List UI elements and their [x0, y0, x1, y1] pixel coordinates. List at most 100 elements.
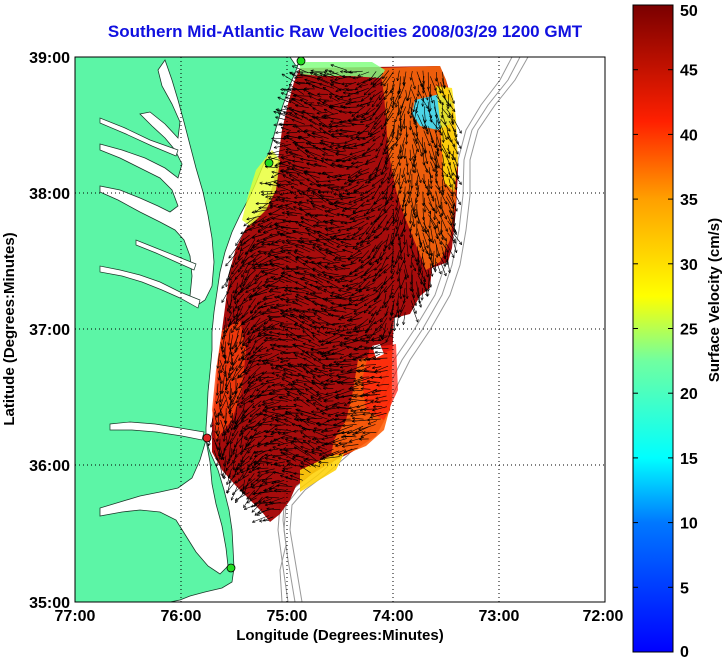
- velocity-arrow-head: [288, 100, 292, 104]
- velocity-arrow: [383, 263, 394, 274]
- velocity-arrow-head: [377, 207, 380, 211]
- velocity-arrow-head: [347, 93, 351, 96]
- velocity-arrow-head: [323, 148, 326, 151]
- velocity-arrow-head: [433, 240, 435, 244]
- velocity-arrow-head: [292, 160, 295, 163]
- velocity-arrow: [402, 167, 405, 178]
- velocity-arrow-head: [328, 251, 332, 254]
- velocity-arrow-head: [355, 290, 359, 292]
- velocity-arrow-head: [275, 108, 279, 110]
- velocity-arrow: [418, 237, 425, 252]
- velocity-arrow-head: [337, 144, 341, 146]
- velocity-arrow-head: [408, 180, 411, 183]
- velocity-arrow: [293, 251, 310, 260]
- velocity-arrow-head: [230, 305, 233, 309]
- velocity-arrow-head: [258, 331, 261, 335]
- velocity-arrow: [412, 138, 419, 153]
- velocity-arrow: [411, 249, 418, 262]
- velocity-arrow-head: [267, 283, 271, 286]
- velocity-arrow-head: [444, 85, 446, 89]
- velocity-arrow: [349, 317, 363, 322]
- velocity-arrow: [254, 273, 267, 281]
- velocity-arrow-head: [360, 276, 364, 279]
- velocity-arrow: [369, 90, 383, 100]
- velocity-arrow: [252, 256, 262, 263]
- velocity-arrow: [246, 329, 262, 335]
- velocity-arrow-head: [323, 100, 327, 103]
- velocity-arrow-head: [375, 118, 379, 120]
- velocity-arrow-head: [395, 104, 399, 108]
- velocity-arrow: [295, 256, 305, 259]
- velocity-arrow: [333, 202, 345, 205]
- velocity-arrow: [272, 305, 285, 309]
- velocity-arrow: [340, 312, 353, 318]
- velocity-arrow-head: [252, 266, 256, 269]
- velocity-arrow-head: [414, 170, 417, 174]
- velocity-arrow: [338, 89, 353, 91]
- velocity-arrow-head: [403, 126, 406, 129]
- velocity-arrow-head: [345, 285, 349, 287]
- velocity-arrow: [327, 208, 339, 212]
- velocity-arrow: [390, 84, 395, 101]
- velocity-arrow: [320, 304, 335, 311]
- velocity-arrow-head: [329, 285, 333, 288]
- velocity-arrow: [335, 255, 346, 259]
- velocity-arrow-head: [338, 304, 342, 306]
- velocity-arrow: [422, 256, 425, 266]
- velocity-arrow-head: [360, 267, 364, 269]
- velocity-arrow: [284, 135, 298, 144]
- velocity-arrow-head: [294, 272, 298, 275]
- velocity-arrow: [447, 192, 455, 207]
- velocity-arrow-head: [333, 265, 336, 268]
- velocity-arrow-head: [342, 107, 346, 109]
- velocity-arrow-head: [321, 271, 325, 275]
- velocity-arrow-head: [340, 71, 343, 74]
- velocity-arrow: [329, 144, 340, 148]
- velocity-arrow-head: [341, 82, 345, 85]
- velocity-arrow: [439, 215, 448, 232]
- velocity-arrow-head: [427, 143, 431, 147]
- velocity-arrow: [435, 155, 440, 169]
- velocity-arrow-head: [389, 317, 391, 321]
- velocity-arrow-head: [353, 213, 357, 215]
- velocity-arrow-head: [287, 181, 290, 185]
- velocity-arrow-head: [248, 338, 252, 341]
- velocity-arrow-head: [258, 207, 262, 210]
- velocity-arrow-head: [382, 152, 386, 155]
- velocity-arrow-head: [421, 203, 424, 206]
- velocity-arrow-head: [296, 173, 300, 177]
- velocity-arrow: [360, 203, 371, 207]
- velocity-arrow-head: [456, 249, 458, 253]
- velocity-arrow-head: [330, 202, 333, 205]
- velocity-arrow-head: [383, 302, 387, 305]
- velocity-arrow-head: [325, 324, 329, 327]
- velocity-arrow-head: [328, 129, 332, 132]
- velocity-arrow-head: [396, 271, 400, 275]
- velocity-arrow: [232, 306, 235, 319]
- velocity-arrow: [330, 120, 347, 127]
- velocity-arrow: [240, 244, 250, 251]
- velocity-arrow: [395, 95, 400, 108]
- velocity-arrow-head: [380, 269, 383, 272]
- velocity-arrow-head: [386, 201, 390, 204]
- velocity-arrow-head: [322, 148, 325, 151]
- velocity-arrow-head: [438, 153, 440, 157]
- velocity-arrow-head: [357, 130, 360, 134]
- velocity-arrow-head: [285, 148, 289, 150]
- velocity-arrow-head: [457, 175, 459, 179]
- velocity-arrow-head: [263, 252, 267, 254]
- velocity-arrow-head: [343, 181, 347, 185]
- velocity-arrow-head: [401, 256, 403, 260]
- velocity-arrow: [270, 276, 285, 283]
- velocity-arrow-head: [337, 98, 340, 101]
- velocity-arrow: [386, 148, 389, 161]
- velocity-arrow-head: [291, 109, 294, 112]
- velocity-arrow-head: [407, 172, 410, 176]
- velocity-arrow-head: [348, 110, 352, 113]
- velocity-arrow-head: [304, 173, 307, 176]
- velocity-arrow-head: [285, 238, 289, 241]
- velocity-arrow: [430, 173, 432, 189]
- velocity-arrow: [436, 233, 442, 245]
- velocity-arrow-head: [350, 137, 354, 140]
- velocity-arrow: [330, 84, 341, 90]
